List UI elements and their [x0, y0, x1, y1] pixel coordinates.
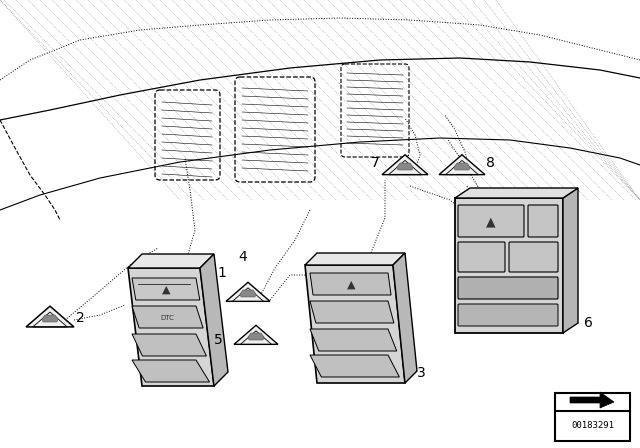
- Polygon shape: [42, 315, 58, 322]
- FancyBboxPatch shape: [458, 205, 524, 237]
- Polygon shape: [226, 282, 270, 302]
- Polygon shape: [310, 355, 399, 377]
- FancyBboxPatch shape: [528, 205, 558, 237]
- Polygon shape: [132, 278, 200, 300]
- Text: 3: 3: [417, 366, 426, 380]
- Polygon shape: [310, 301, 394, 323]
- Text: 00183291: 00183291: [571, 422, 614, 431]
- Text: 2: 2: [76, 311, 84, 325]
- Bar: [455, 198, 563, 333]
- Polygon shape: [132, 360, 209, 382]
- FancyBboxPatch shape: [458, 242, 505, 272]
- Text: ▲: ▲: [347, 280, 355, 290]
- Polygon shape: [563, 188, 578, 333]
- Polygon shape: [397, 163, 413, 170]
- Polygon shape: [26, 306, 74, 327]
- Polygon shape: [128, 268, 214, 386]
- Polygon shape: [305, 265, 405, 383]
- Text: 1: 1: [218, 266, 227, 280]
- Text: DTC: DTC: [160, 315, 174, 321]
- Polygon shape: [454, 163, 470, 170]
- Text: ▲: ▲: [486, 215, 496, 228]
- Polygon shape: [439, 155, 485, 175]
- Text: 4: 4: [239, 250, 248, 264]
- Text: 5: 5: [214, 333, 222, 347]
- Text: 6: 6: [584, 316, 593, 330]
- Bar: [555, 393, 630, 441]
- Polygon shape: [132, 306, 203, 328]
- FancyBboxPatch shape: [458, 277, 558, 299]
- FancyBboxPatch shape: [509, 242, 558, 272]
- Polygon shape: [305, 253, 405, 265]
- Text: ▲: ▲: [162, 285, 170, 295]
- Polygon shape: [382, 155, 428, 175]
- Text: 8: 8: [486, 156, 495, 170]
- Polygon shape: [128, 254, 214, 268]
- Text: 7: 7: [371, 156, 380, 170]
- Polygon shape: [200, 254, 228, 386]
- Polygon shape: [570, 392, 614, 408]
- Polygon shape: [455, 188, 578, 198]
- Polygon shape: [240, 290, 256, 297]
- Polygon shape: [310, 329, 397, 351]
- Polygon shape: [234, 325, 278, 345]
- Polygon shape: [310, 273, 391, 295]
- Polygon shape: [248, 333, 264, 340]
- FancyBboxPatch shape: [458, 304, 558, 326]
- Polygon shape: [132, 334, 207, 356]
- Polygon shape: [393, 253, 417, 383]
